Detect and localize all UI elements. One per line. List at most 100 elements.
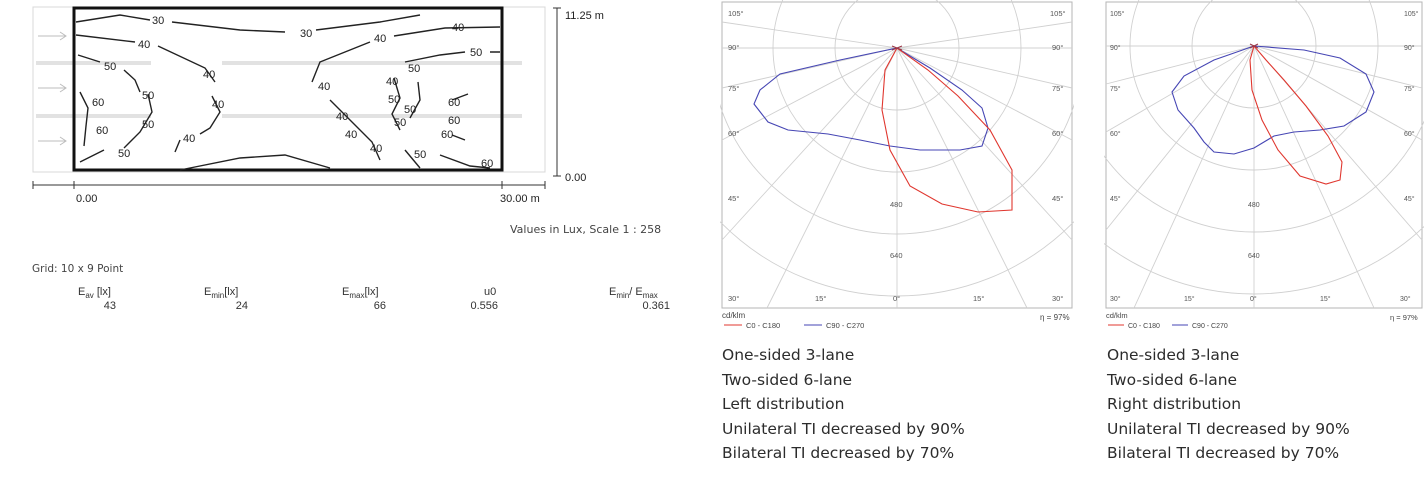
contour-label: 50 <box>118 148 130 160</box>
svg-text:480: 480 <box>890 200 903 209</box>
contour-label: 60 <box>448 115 460 127</box>
svg-text:105°: 105° <box>1404 10 1419 18</box>
svg-text:45°: 45° <box>1110 195 1121 203</box>
efficiency-left: η = 97% <box>1040 313 1070 322</box>
svg-text:480: 480 <box>1248 202 1260 209</box>
svg-text:640: 640 <box>1248 253 1260 260</box>
value-e-av: 43 <box>103 300 116 312</box>
height-label: 11.25 m <box>565 10 604 22</box>
value-u0: 0.556 <box>470 300 498 312</box>
header-u0: u0 <box>484 286 497 298</box>
svg-text:640: 640 <box>890 251 903 260</box>
legend-c0-left: C0 - C180 <box>746 321 780 330</box>
svg-text:45°: 45° <box>1052 194 1063 203</box>
svg-text:30°: 30° <box>1400 295 1411 303</box>
contour-label: 60 <box>481 158 493 170</box>
svg-text:30°: 30° <box>1052 294 1063 303</box>
value-e-min: 24 <box>235 300 248 312</box>
contour-label: 50 <box>408 63 420 75</box>
contour-label: 50 <box>388 94 400 106</box>
width-dimension <box>32 181 546 189</box>
contour-label: 60 <box>441 129 453 141</box>
contour-labels: 30 30 40 40 40 50 40 50 50 40 40 50 60 6… <box>92 15 493 170</box>
contour-label: 50 <box>142 119 154 131</box>
svg-text:60°: 60° <box>1052 129 1063 138</box>
efficiency-right: η = 97% <box>1390 313 1418 322</box>
svg-text:0°: 0° <box>893 294 900 303</box>
contour-label: 60 <box>92 97 104 109</box>
header-e-min: Emin[lx] <box>204 286 239 301</box>
svg-text:90°: 90° <box>1404 44 1415 52</box>
desc-right-line: One-sided 3-lane <box>1107 346 1240 364</box>
polar-diagram-right: 105° 105° 90° 90° 75° 75° 60° 60° 45° 45… <box>1104 0 1424 330</box>
contour-label: 40 <box>386 76 398 88</box>
desc-right-line: Two-sided 6-lane <box>1107 370 1238 389</box>
contour-label: 50 <box>394 117 406 129</box>
svg-text:60°: 60° <box>728 129 739 138</box>
curve-c90-c270 <box>753 47 989 151</box>
desc-left-line: Two-sided 6-lane <box>722 370 853 389</box>
svg-text:90°: 90° <box>1110 44 1121 52</box>
desc-right-line: Bilateral TI decreased by 70% <box>1107 444 1340 462</box>
svg-text:75°: 75° <box>1052 84 1063 93</box>
svg-text:15°: 15° <box>1320 295 1331 303</box>
desc-left-line: Bilateral TI decreased by 70% <box>722 444 955 462</box>
contour-label: 40 <box>370 143 382 155</box>
contour-label: 40 <box>345 129 357 141</box>
contour-label: 40 <box>183 133 195 145</box>
svg-text:30°: 30° <box>728 294 739 303</box>
polar-unit-right: cd/klm <box>1106 311 1128 320</box>
polar-unit-left: cd/klm <box>722 311 745 320</box>
luminaire-marker-right <box>1249 43 1259 49</box>
curve-c0-c180-right <box>1249 44 1343 185</box>
desc-right-line: Unilateral TI decreased by 90% <box>1107 419 1350 438</box>
x-end-label: 30.00 m <box>500 193 540 205</box>
desc-right-line: Right distribution <box>1107 395 1242 413</box>
desc-left-line: Unilateral TI decreased by 90% <box>722 419 965 438</box>
polar-angle-labels-right: 105° 105° 90° 90° 75° 75° 60° 60° 45° 45… <box>1110 10 1419 303</box>
lane-markings <box>36 61 522 118</box>
curve-c0-c180 <box>881 47 1013 213</box>
polar-diagram-left: 105° 105° 90° 90° 75° 75° 60° 60° 45° 45… <box>720 0 1074 330</box>
svg-text:15°: 15° <box>973 294 984 303</box>
polar-angle-labels-left: 105° 105° 90° 90° 75° 75° 60° 60° 45° 45… <box>728 9 1066 303</box>
contour-label: 60 <box>448 97 460 109</box>
value-e-max: 66 <box>373 300 386 312</box>
svg-text:60°: 60° <box>1404 130 1415 138</box>
contour-label: 40 <box>212 99 224 111</box>
svg-text:105°: 105° <box>728 9 744 18</box>
contour-label: 60 <box>96 125 108 137</box>
x-start-label: 0.00 <box>76 193 97 205</box>
contour-label: 30 <box>300 28 312 40</box>
grid-label: Grid: 10 x 9 Point <box>32 263 124 275</box>
contour-label: 40 <box>318 81 330 93</box>
svg-text:15°: 15° <box>1184 295 1195 303</box>
value-ratio: 0.361 <box>642 300 670 312</box>
svg-text:15°: 15° <box>815 294 826 303</box>
legend-c90-right: C90 - C270 <box>1192 323 1228 330</box>
svg-text:45°: 45° <box>728 194 739 203</box>
legend-c0-right: C0 - C180 <box>1128 323 1160 330</box>
description-left: One-sided 3-lane Two-sided 6-lane Left d… <box>722 343 965 466</box>
desc-left-line: One-sided 3-lane <box>722 346 855 364</box>
svg-text:0°: 0° <box>1250 295 1257 303</box>
desc-left-line: Left distribution <box>722 395 845 413</box>
svg-text:105°: 105° <box>1050 9 1066 18</box>
header-e-max: Emax[lx] <box>342 286 379 301</box>
luminaire-marker <box>891 45 903 51</box>
svg-text:75°: 75° <box>1404 85 1415 93</box>
svg-text:105°: 105° <box>1110 10 1125 18</box>
contour-label: 50 <box>104 61 116 73</box>
isolux-contours <box>75 14 501 171</box>
svg-text:45°: 45° <box>1404 195 1415 203</box>
polar-grid-left <box>720 0 1074 309</box>
svg-text:30°: 30° <box>1110 295 1121 303</box>
contour-label: 40 <box>336 111 348 123</box>
contour-label: 50 <box>414 149 426 161</box>
zero-label-right: 0.00 <box>565 172 586 184</box>
contour-label: 30 <box>152 15 164 27</box>
header-ratio: Emin/ Emax <box>609 286 658 301</box>
svg-text:90°: 90° <box>728 43 739 52</box>
svg-text:75°: 75° <box>1110 85 1121 93</box>
contour-label: 40 <box>138 39 150 51</box>
